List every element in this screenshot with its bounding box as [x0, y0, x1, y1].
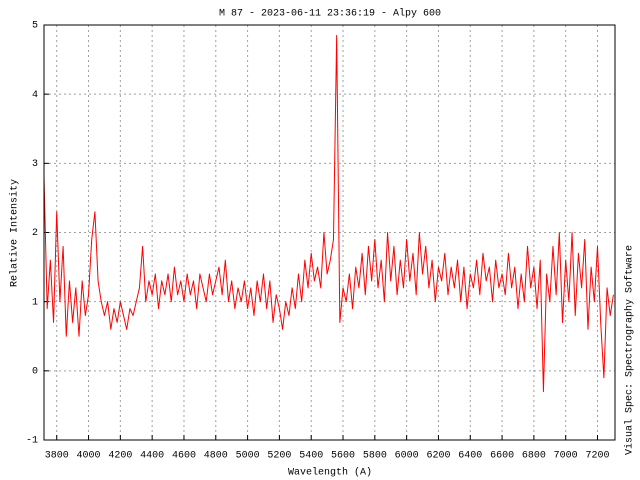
x-tick-label: 4600: [172, 451, 196, 462]
y-tick-label: 5: [32, 21, 38, 32]
x-tick-label: 4200: [108, 451, 132, 462]
x-tick-label: 5800: [363, 451, 387, 462]
y-axis-label: Relative Intensity: [9, 179, 21, 287]
x-tick-label: 5200: [267, 451, 291, 462]
x-tick-label: 6200: [426, 451, 450, 462]
side-note: Visual Spec: Spectrography Software: [624, 245, 636, 455]
x-tick-label: 4400: [140, 451, 164, 462]
x-tick-label: 6600: [490, 451, 514, 462]
chart-title: M 87 - 2023-06-11 23:36:19 - Alpy 600: [219, 8, 441, 20]
x-tick-label: 7000: [554, 451, 578, 462]
x-tick-label: 4000: [77, 451, 101, 462]
y-tick-label: 1: [32, 297, 38, 308]
plot-border: [43, 24, 616, 441]
x-axis-label: Wavelength (A): [288, 467, 372, 479]
y-tick-label: 2: [32, 228, 38, 239]
y-tick-label: 0: [32, 366, 38, 377]
y-tick-label: 3: [32, 159, 38, 170]
x-tick-label: 6800: [522, 451, 546, 462]
plot-layer: -1 0 1 2 3 4 5 3800 4000 4200 4400 4600 4800 5000 5200…: [26, 21, 616, 462]
x-tick-label: 4800: [204, 451, 228, 462]
x-tick-label: 5000: [236, 451, 260, 462]
x-tick-label: 5400: [299, 451, 323, 462]
x-tick-label: 5600: [331, 451, 355, 462]
y-tick-label: -1: [26, 436, 38, 447]
x-tick-label: 6000: [395, 451, 419, 462]
spectrum-line: [43, 34, 614, 393]
x-tick-label: 6400: [458, 451, 482, 462]
x-tick-label: 7200: [585, 451, 609, 462]
x-tick-label: 3800: [45, 451, 69, 462]
y-tick-label: 4: [32, 90, 38, 101]
